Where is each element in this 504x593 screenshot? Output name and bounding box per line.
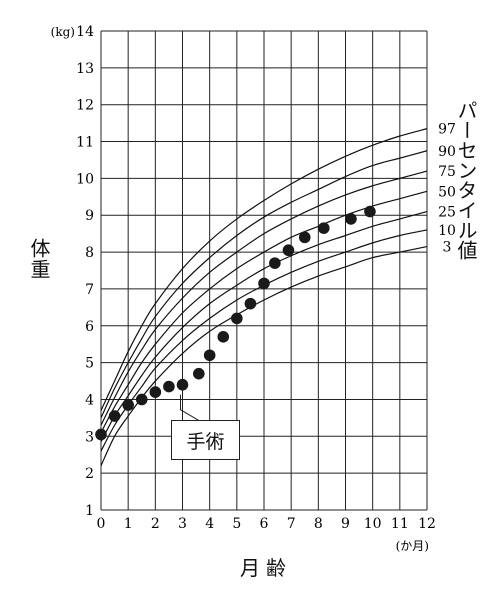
x-unit-label: (か月) <box>396 539 429 553</box>
patient-weight-point <box>108 410 121 422</box>
patient-weight-point <box>244 297 257 310</box>
patient-weight-point <box>203 349 216 362</box>
x-tick-label: 4 <box>205 516 214 532</box>
x-tick-label: 8 <box>314 516 323 532</box>
patient-weight-point <box>269 257 281 269</box>
patient-weight-point <box>217 331 230 343</box>
y-tick-label: 13 <box>76 61 94 77</box>
percentile-line-10 <box>100 229 428 452</box>
percentile-line-90 <box>100 150 428 419</box>
patient-weight-point <box>345 213 357 225</box>
y-tick-label: 4 <box>85 392 94 408</box>
x-tick-label: 3 <box>178 516 187 532</box>
patient-weight-point <box>364 205 376 218</box>
y-tick-label: 3 <box>85 429 94 445</box>
percentile-label-90: 90 <box>438 144 456 160</box>
y-tick-label: 7 <box>85 282 94 298</box>
y-tick-label: 8 <box>85 245 94 261</box>
percentile-label-3: 3 <box>443 240 452 256</box>
patient-weight-point <box>258 277 270 290</box>
percentile-label-75: 75 <box>438 164 456 180</box>
patient-weight-point <box>176 378 189 391</box>
patient-weight-point <box>298 231 311 244</box>
y-tick-label: 6 <box>85 319 94 335</box>
percentile-line-97 <box>100 128 428 411</box>
y-tick-label: 14 <box>76 24 94 40</box>
x-tick-label: 1 <box>124 516 133 532</box>
patient-weight-point <box>317 222 330 234</box>
y-tick-label: 1 <box>85 503 94 519</box>
x-tick-label: 10 <box>364 516 382 532</box>
y-tick-label: 11 <box>76 135 94 151</box>
x-tick-label: 6 <box>260 516 269 532</box>
patient-weight-point <box>282 244 295 257</box>
percentile-title: パーセンタイル値 <box>454 100 478 260</box>
percentile-label-97: 97 <box>438 122 456 138</box>
patient-weight-point <box>231 312 243 325</box>
percentile-line-25 <box>100 210 428 443</box>
percentile-line-75 <box>100 170 428 426</box>
percentile-label-10: 10 <box>438 223 456 239</box>
patient-weight-point <box>95 428 107 441</box>
patient-weight-point <box>135 393 148 406</box>
y-unit-label: (kg) <box>51 25 75 39</box>
y-tick-label: 12 <box>76 98 94 114</box>
y-tick-label: 5 <box>85 356 94 372</box>
y-tick-label: 9 <box>85 208 94 224</box>
y-tick-label: 2 <box>85 466 94 482</box>
x-tick-label: 2 <box>151 516 160 532</box>
x-tick-label: 12 <box>418 516 436 532</box>
patient-weight-point <box>193 367 205 380</box>
surgery-callout: 手術 <box>171 420 240 460</box>
patient-weight-point <box>163 380 175 393</box>
x-tick-label: 9 <box>341 516 350 532</box>
y-axis-label: 体重 <box>27 238 51 280</box>
percentile-label-50: 50 <box>438 184 456 200</box>
percentile-line-50 <box>100 190 428 433</box>
surgery-pointer-line <box>180 394 203 424</box>
patient-weight-point <box>149 386 162 398</box>
x-tick-label: 0 <box>97 516 106 532</box>
x-axis-label: 月齢 <box>240 556 292 580</box>
x-tick-label: 7 <box>287 516 296 532</box>
x-tick-label: 11 <box>391 516 409 532</box>
percentile-label-25: 25 <box>438 205 456 221</box>
y-tick-label: 10 <box>76 171 94 187</box>
x-tick-label: 5 <box>232 516 241 532</box>
patient-weight-point <box>122 399 134 411</box>
